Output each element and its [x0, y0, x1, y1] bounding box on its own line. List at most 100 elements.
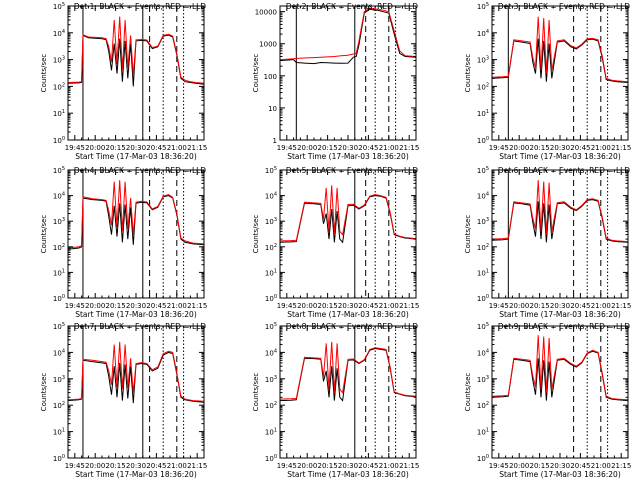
panel-title: Det 1: BLACK = Events, RED = LLD — [74, 2, 206, 11]
x-tick-label: 20:00 — [85, 144, 105, 152]
x-tick-label: 19:45 — [65, 302, 85, 310]
y-tick-label: 103 — [53, 375, 65, 384]
y-axis-label: Counts/sec — [464, 373, 472, 412]
y-tick-label: 101 — [477, 268, 489, 277]
series-red — [280, 7, 416, 61]
x-tick-label: 20:00 — [85, 462, 105, 470]
x-tick-label: 20:30 — [126, 302, 146, 310]
x-tick-label: 21:15 — [611, 302, 631, 310]
y-tick-label: 104 — [477, 348, 489, 357]
y-tick-label: 100 — [477, 294, 489, 303]
series-red — [68, 16, 204, 84]
y-tick-label: 104 — [477, 29, 489, 38]
y-axis-label: Counts/sec — [464, 54, 472, 93]
x-tick-label: 19:45 — [277, 144, 297, 152]
series-red — [492, 16, 628, 83]
x-tick-label: 21:15 — [399, 302, 419, 310]
x-tick-label: 20:30 — [338, 462, 358, 470]
panel-title: Det 2: BLACK = Events, RED = LLD — [286, 2, 418, 11]
x-tick-label: 20:00 — [509, 302, 529, 310]
panel-det-7: 100 101 102 103 104 105 19:45 20:00 20:15 20:30 20… — [40, 322, 207, 479]
y-tick-label: 101 — [477, 109, 489, 118]
panel-det-4: 100 101 102 103 104 105 19:45 20:00 20:15 20:30 20… — [40, 166, 207, 319]
panel-det-2: 1 10 100 1000 10000 19:45 20:00 20:15 20:30 20:45… — [252, 2, 419, 161]
series-red — [492, 335, 628, 401]
x-tick-label: 21:15 — [187, 462, 207, 470]
panel-title: Det 5: BLACK = Events, RED = LLD — [286, 166, 418, 175]
x-tick-label: 21:00 — [379, 462, 399, 470]
x-tick-label: 20:15 — [318, 462, 338, 470]
x-tick-label: 20:15 — [530, 462, 550, 470]
x-tick-label: 20:45 — [146, 302, 166, 310]
y-tick-label: 105 — [53, 322, 65, 331]
y-tick-label: 101 — [53, 109, 65, 118]
x-tick-label: 21:15 — [399, 462, 419, 470]
y-tick-label: 102 — [53, 243, 65, 252]
x-tick-label: 20:15 — [318, 144, 338, 152]
x-axis-label: Start Time (17-Mar-03 18:36:20) — [287, 470, 409, 479]
x-tick-label: 21:00 — [591, 462, 611, 470]
y-tick-label: 101 — [477, 428, 489, 437]
x-tick-label: 20:00 — [85, 302, 105, 310]
x-tick-label: 20:30 — [126, 144, 146, 152]
x-tick-label: 19:45 — [277, 302, 297, 310]
x-tick-label: 20:30 — [550, 144, 570, 152]
series-red — [492, 180, 628, 243]
y-axis-label: Counts/sec — [252, 54, 260, 93]
y-tick-label: 103 — [477, 217, 489, 226]
y-tick-label: 102 — [265, 243, 277, 252]
panel-title: Det 7: BLACK = Events, RED = LLD — [74, 322, 206, 331]
x-tick-label: 21:15 — [611, 144, 631, 152]
x-tick-label: 20:30 — [550, 462, 570, 470]
y-tick-label: 101 — [265, 268, 277, 277]
panel-title: Det 8: BLACK = Events, RED = LLD — [286, 322, 418, 331]
x-tick-label: 20:45 — [570, 302, 590, 310]
y-axis-label: Counts/sec — [40, 373, 48, 412]
y-tick-label: 1 — [273, 137, 277, 145]
panel-title: Det 9: BLACK = Events, RED = LLD — [498, 322, 630, 331]
y-tick-label: 102 — [53, 82, 65, 91]
panel-title: Det 6: BLACK = Events, RED = LLD — [498, 166, 630, 175]
y-tick-label: 103 — [477, 56, 489, 65]
x-tick-label: 21:15 — [187, 302, 207, 310]
x-tick-label: 20:30 — [338, 302, 358, 310]
x-tick-label: 20:15 — [106, 462, 126, 470]
y-tick-label: 105 — [53, 166, 65, 175]
x-tick-label: 20:00 — [297, 302, 317, 310]
y-tick-label: 104 — [265, 348, 277, 357]
x-tick-label: 20:45 — [570, 462, 590, 470]
x-axis-label: Start Time (17-Mar-03 18:36:20) — [75, 152, 197, 161]
x-tick-label: 21:15 — [611, 462, 631, 470]
x-tick-label: 20:15 — [530, 302, 550, 310]
x-tick-label: 21:00 — [379, 144, 399, 152]
y-tick-label: 102 — [265, 401, 277, 410]
y-tick-label: 100 — [265, 294, 277, 303]
y-tick-label: 100 — [264, 73, 277, 81]
y-tick-label: 102 — [477, 82, 489, 91]
x-tick-label: 20:30 — [338, 144, 358, 152]
y-tick-label: 104 — [265, 192, 277, 201]
x-tick-label: 20:45 — [570, 144, 590, 152]
x-tick-label: 19:45 — [489, 302, 509, 310]
y-tick-label: 102 — [477, 243, 489, 252]
series-red — [280, 341, 416, 400]
y-tick-label: 105 — [265, 322, 277, 331]
x-tick-label: 20:15 — [106, 302, 126, 310]
y-tick-label: 1000 — [259, 41, 277, 49]
panel-title: Det 3: BLACK = Events, RED = LLD — [498, 2, 630, 11]
x-axis-label: Start Time (17-Mar-03 18:36:20) — [499, 310, 621, 319]
x-axis-label: Start Time (17-Mar-03 18:36:20) — [287, 152, 409, 161]
x-tick-label: 20:00 — [297, 462, 317, 470]
y-tick-label: 104 — [477, 192, 489, 201]
x-tick-label: 21:00 — [379, 302, 399, 310]
y-axis-label: Counts/sec — [252, 215, 260, 254]
x-tick-label: 20:15 — [106, 144, 126, 152]
y-axis-label: Counts/sec — [40, 54, 48, 93]
y-tick-label: 105 — [265, 166, 277, 175]
y-tick-label: 103 — [477, 375, 489, 384]
x-axis-label: Start Time (17-Mar-03 18:36:20) — [499, 470, 621, 479]
y-axis-label: Counts/sec — [40, 215, 48, 254]
y-tick-label: 101 — [265, 428, 277, 437]
x-tick-label: 19:45 — [277, 462, 297, 470]
